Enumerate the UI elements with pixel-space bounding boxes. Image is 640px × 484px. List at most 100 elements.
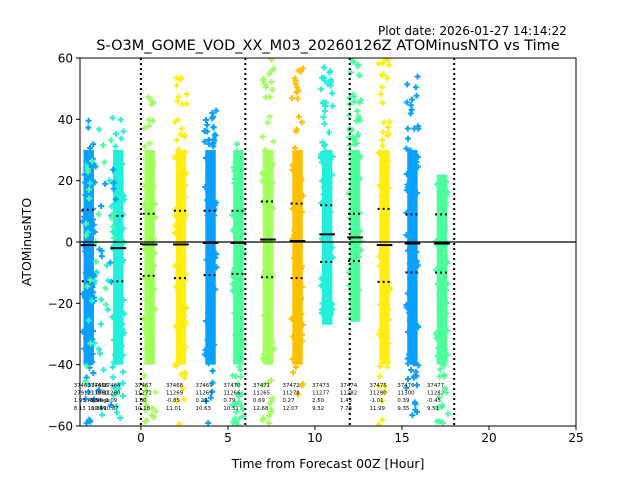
- point-marker: [204, 197, 211, 204]
- point-marker: [375, 60, 382, 67]
- point-marker: [112, 351, 119, 358]
- point-marker: [443, 287, 450, 294]
- point-marker: [412, 400, 419, 407]
- point-marker: [291, 305, 298, 312]
- point-marker: [406, 317, 413, 324]
- point-marker: [412, 368, 419, 375]
- point-marker: [443, 257, 450, 264]
- point-marker: [433, 330, 440, 337]
- point-marker: [266, 413, 273, 420]
- point-marker: [119, 320, 126, 327]
- point-marker: [181, 312, 188, 319]
- point-marker: [120, 296, 127, 303]
- point-marker: [202, 155, 209, 162]
- point-marker: [376, 182, 383, 189]
- point-marker: [415, 362, 422, 369]
- point-marker: [404, 181, 411, 188]
- point-marker: [86, 195, 93, 202]
- point-marker: [434, 281, 441, 288]
- point-marker: [83, 420, 90, 426]
- point-marker: [201, 138, 208, 145]
- point-marker: [240, 229, 247, 236]
- point-marker: [404, 81, 411, 88]
- point-marker: [324, 80, 331, 87]
- point-marker: [408, 195, 415, 202]
- point-marker: [182, 132, 189, 139]
- point-marker: [148, 151, 155, 158]
- point-marker: [375, 421, 382, 426]
- stats-cell: 11280: [103, 391, 121, 397]
- stats-cell: 11.01: [166, 406, 181, 412]
- point-marker: [146, 351, 153, 358]
- point-marker: [292, 267, 299, 274]
- stats-cell: 11280: [370, 391, 388, 397]
- point-marker: [212, 286, 219, 293]
- point-marker: [269, 205, 276, 212]
- point-marker: [318, 275, 325, 282]
- point-marker: [141, 182, 148, 189]
- point-marker: [142, 156, 149, 163]
- point-marker: [381, 382, 388, 389]
- stats-cell: 2.50: [312, 398, 325, 404]
- point-marker: [229, 287, 236, 294]
- stats-cell: 37468: [166, 383, 184, 389]
- point-marker: [356, 99, 363, 106]
- point-marker: [266, 400, 273, 407]
- bin-37464: [109, 114, 128, 422]
- point-marker: [441, 385, 448, 392]
- point-marker: [293, 84, 300, 91]
- point-marker: [350, 135, 357, 142]
- y-tick-label: 40: [58, 113, 73, 127]
- point-marker: [318, 282, 325, 289]
- point-marker: [289, 205, 296, 212]
- point-marker: [413, 382, 420, 389]
- point-marker: [266, 179, 273, 186]
- point-marker: [204, 121, 211, 128]
- point-marker: [268, 149, 275, 156]
- bin-37467: [140, 94, 159, 425]
- point-marker: [356, 228, 363, 235]
- point-marker: [354, 61, 361, 68]
- point-marker: [380, 190, 387, 197]
- point-marker: [82, 208, 89, 215]
- point-marker: [321, 295, 328, 302]
- point-marker: [114, 409, 121, 416]
- point-marker: [236, 288, 243, 295]
- stats-cell: 11.99: [370, 406, 386, 412]
- point-marker: [238, 339, 245, 346]
- stats-cell: 12.68: [253, 406, 269, 412]
- point-marker: [384, 165, 391, 172]
- point-marker: [80, 328, 86, 335]
- point-marker: [438, 278, 445, 285]
- bin-37469: [201, 107, 220, 426]
- point-marker: [173, 82, 180, 89]
- point-marker: [293, 229, 300, 236]
- point-marker: [320, 184, 327, 191]
- bin-37472: [288, 65, 307, 398]
- point-marker: [95, 346, 102, 353]
- point-marker: [260, 77, 267, 84]
- point-marker: [409, 412, 416, 419]
- point-marker: [354, 283, 361, 290]
- bin-core-37473: [321, 150, 333, 325]
- point-marker: [441, 274, 448, 281]
- point-marker: [407, 110, 414, 117]
- point-marker: [149, 346, 156, 353]
- point-marker: [120, 380, 127, 387]
- point-marker: [183, 304, 190, 311]
- point-marker: [325, 316, 332, 323]
- point-marker: [90, 221, 97, 228]
- bin-core-37464: [113, 150, 124, 365]
- plot-date: Plot date: 2026-01-27 14:14:22: [378, 24, 567, 38]
- point-marker: [321, 108, 328, 115]
- point-marker: [233, 408, 240, 415]
- x-tick-label: 0: [137, 431, 145, 445]
- bin-core-37475: [379, 150, 390, 365]
- point-marker: [293, 216, 300, 223]
- point-marker: [265, 322, 272, 329]
- point-marker: [87, 145, 94, 152]
- point-marker: [327, 155, 334, 162]
- point-marker: [259, 382, 266, 389]
- point-marker: [318, 151, 325, 158]
- point-marker: [406, 351, 413, 358]
